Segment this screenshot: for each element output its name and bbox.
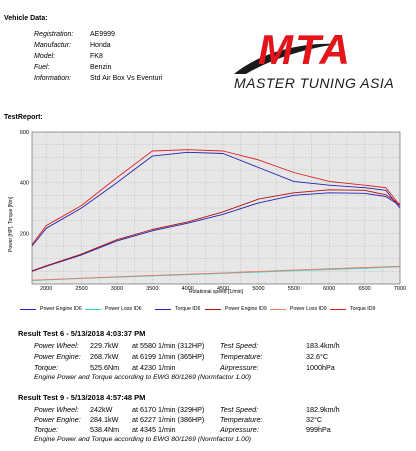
x-tick-label: 3500 [146,286,158,292]
vehicle-label: Registration: [34,31,74,38]
result-label: Test Speed: [220,341,259,350]
result-label: Test Speed: [220,405,259,414]
vehicle-row-fuel: Fuel: Benzin [34,64,111,71]
result-value: 32°C [306,415,323,424]
result-rpm: at 6199 1/min (365HP) [132,352,205,361]
logo-swoosh [234,43,338,74]
result-value: 183.4km/h [306,341,340,350]
legend-swatch [85,308,101,310]
legend-item: Power Loss ID6 [85,306,142,312]
result-label: Power Engine: [34,415,81,424]
result-value: 284.1kW [90,415,119,424]
series-lines [31,149,401,281]
result-label: Airpressure: [220,425,259,434]
dyno-chart: 200 400 600 2000 2500 3000 3500 4000 4500 5000 55… [8,130,406,295]
legend-swatch [270,308,286,310]
vehicle-value: AE9999 [90,31,115,38]
result-rpm: at 4345 1/min [132,425,176,434]
legend-item: Power Engine ID6 [20,306,82,312]
result-value: 1000hPa [306,363,335,372]
x-tick-label: 2000 [40,286,52,292]
y-tick-label: 200 [20,231,29,237]
x-tick-label: 3000 [111,286,123,292]
y-ticks: 200 400 600 [20,130,29,237]
x-tick-label: 6500 [358,286,370,292]
legend-item: Torque ID6 [155,306,200,312]
legend-label: Power Engine ID6 [40,306,82,312]
result-value: 538.4Nm [90,425,120,434]
series-line-1 [31,192,401,272]
x-tick-label: 2500 [75,286,87,292]
logo-text: MASTER TUNING ASIA [234,75,394,91]
vehicle-label: Fuel: [34,64,50,71]
x-tick-label: 4500 [217,286,229,292]
master-tuning-asia-logo: MTA MASTER TUNING ASIA [228,14,412,94]
x-tick-label: 5000 [252,286,264,292]
x-tick-label: 7000 [394,286,406,292]
result-rpm: at 5580 1/min (312HP) [132,341,205,350]
legend-item: Power Engine ID9 [205,306,267,312]
test-report-heading: TestReport: [4,114,43,121]
result-label: Power Engine: [34,352,81,361]
result-label: Airpressure: [220,363,259,372]
vehicle-row-model: Model: FK8 [34,53,103,60]
y-tick-label: 600 [20,130,29,136]
legend-swatch [205,308,221,310]
result-value: 182.9km/h [306,405,340,414]
logo-graphic: MTA MASTER TUNING ASIA [234,26,394,91]
legend-label: Power Engine ID9 [225,306,267,312]
legend-swatch [155,308,171,310]
logo-mark: MTA [258,26,352,73]
legend-item: Power Loss ID9 [270,306,327,312]
legend-swatch [20,308,36,310]
vehicle-label: Manufactur: [34,42,71,49]
legend-label: Power Loss ID9 [290,306,327,312]
x-tick-label: 6000 [323,286,335,292]
vehicle-data-heading: Vehicle Data: [4,15,48,22]
series-line-5 [31,265,401,281]
vehicle-label: Information: [34,75,71,82]
vehicle-row-registration: Registration: AE9999 [34,31,115,38]
result-rpm: at 6227 1/min (386HP) [132,415,205,424]
vehicle-row-manufacturer: Manufactur: Honda [34,42,111,49]
result-label: Torque: [34,425,59,434]
result-note: Engine Power and Torque according to EWG… [34,436,251,443]
vehicle-value: Honda [90,42,111,49]
result-rpm: at 6170 1/min (329HP) [132,405,205,414]
result-label: Temperature: [220,415,263,424]
vehicle-row-information: Information: Std Air Box Vs Eventuri [34,75,162,82]
result-label: Torque: [34,363,59,372]
result-label: Temperature: [220,352,263,361]
result-test-6-title: Result Test 6 - 5/13/2018 4:03:37 PM [18,329,146,338]
vehicle-value: Std Air Box Vs Eventuri [90,75,163,82]
result-note: Engine Power and Torque according to EWG… [34,374,251,381]
y-axis-label: Power [HP], Torque [Nm] [8,196,14,252]
x-axis-label: Rotational speed [1/min] [189,289,244,295]
result-value: 32.6°C [306,352,329,361]
legend-label: Torque ID6 [175,306,201,312]
result-rpm: at 4230 1/min [132,363,176,372]
result-value: 229.7kW [90,341,119,350]
vehicle-label: Model: [34,53,56,60]
series-line-3 [31,151,401,247]
result-label: Power Wheel: [34,405,79,414]
series-line-4 [31,189,401,272]
result-value: 242kW [90,405,113,414]
x-tick-label: 5500 [288,286,300,292]
y-tick-label: 400 [20,181,29,187]
result-label: Power Wheel: [34,341,79,350]
legend-label: Torque ID9 [350,306,376,312]
vehicle-value: FK8 [90,53,103,60]
result-value: 525.6Nm [90,363,120,372]
series-line-6 [31,149,401,245]
legend-swatch [330,308,346,310]
vehicle-value: Benzin [90,64,112,71]
legend-label: Power Loss ID6 [105,306,142,312]
result-value: 268.7kW [90,352,119,361]
x-tick-label: 4000 [182,286,194,292]
result-test-9-title: Result Test 9 - 5/13/2018 4:57:48 PM [18,393,146,402]
legend-item: Torque ID9 [330,306,375,312]
x-ticks: 2000 2500 3000 3500 4000 4500 5000 5500 6000 6500… [40,286,406,292]
result-value: 999hPa [306,425,331,434]
